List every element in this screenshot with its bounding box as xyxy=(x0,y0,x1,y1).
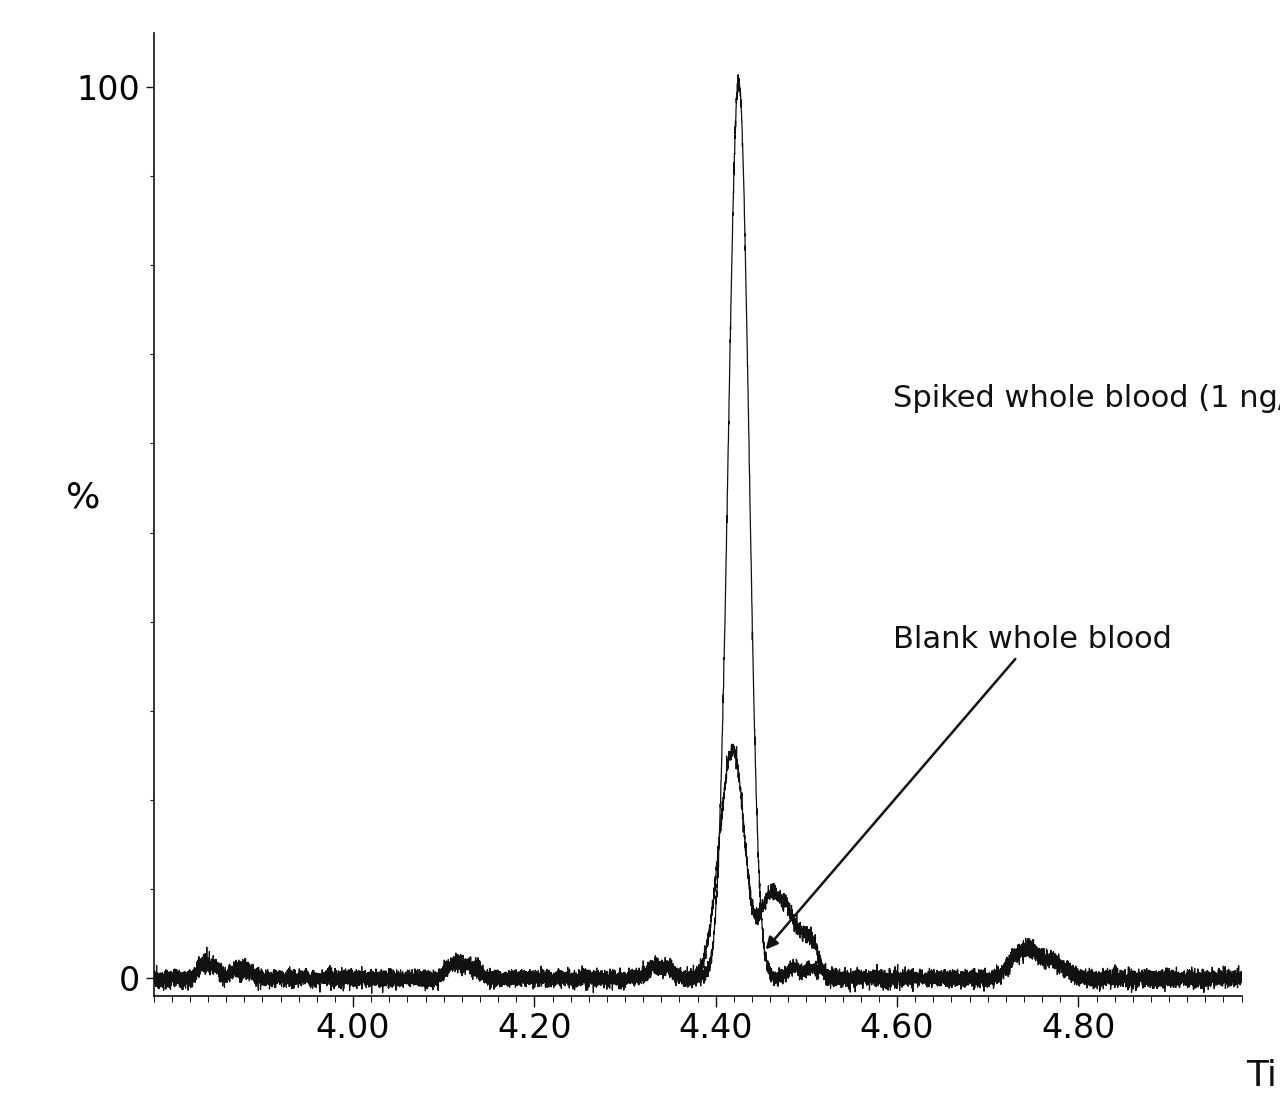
Text: Spiked whole blood (1 ng/mL THC): Spiked whole blood (1 ng/mL THC) xyxy=(892,384,1280,413)
Text: Blank whole blood: Blank whole blood xyxy=(768,625,1171,948)
Text: Time: Time xyxy=(1247,1058,1280,1093)
Y-axis label: %: % xyxy=(65,480,100,515)
